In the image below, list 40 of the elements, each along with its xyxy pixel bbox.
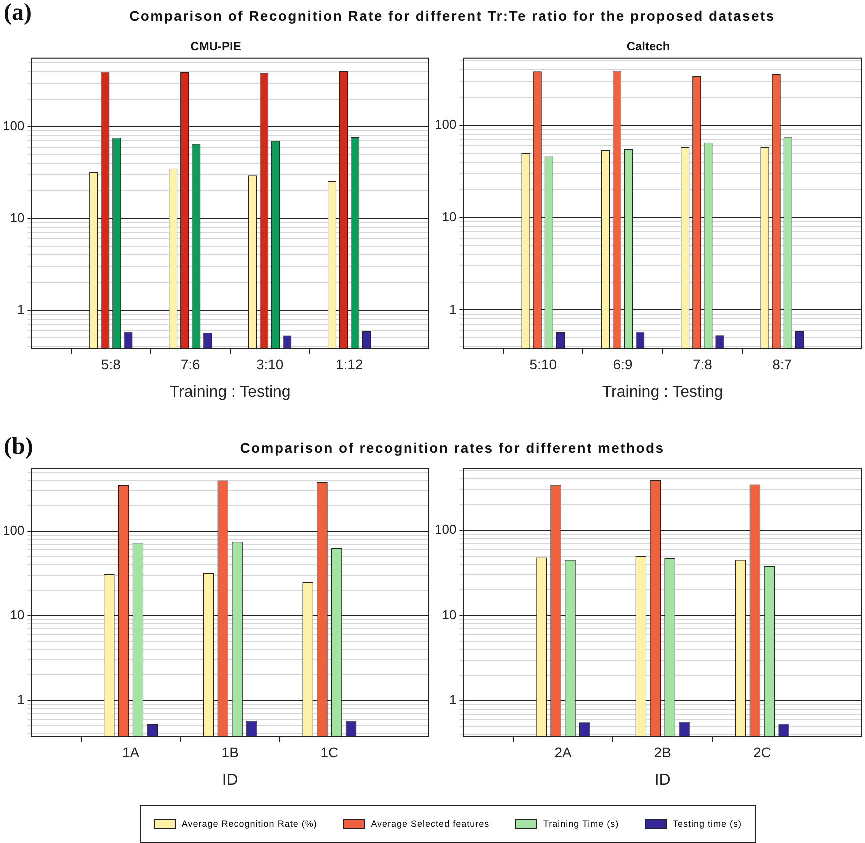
x-tick-label: 1B xyxy=(222,744,239,760)
x-tick-label: 7:6 xyxy=(180,356,201,372)
x-tick-label: 1C xyxy=(320,744,339,760)
x-tick-label: 1:12 xyxy=(336,356,364,372)
x-tick-label: 2C xyxy=(753,744,772,760)
y-tick-label: 1 xyxy=(449,692,457,708)
text: (a) xyxy=(4,0,32,27)
y-tick-label: 1 xyxy=(17,692,25,708)
x-tick-label: 1A xyxy=(122,744,140,760)
x-tick-label: 2A xyxy=(554,744,572,760)
y-tick-label: 1 xyxy=(17,302,25,318)
legend-label: Average Recognition Rate (%) xyxy=(182,819,318,829)
y-tick-label: 100 xyxy=(2,523,25,538)
x-axis-title: Training : Testing xyxy=(602,384,724,401)
chart-subtitle: Caltech xyxy=(626,40,670,54)
chart-title: Comparison of Recognition Rate for different Tr:Te ratio for the proposed datasets xyxy=(130,8,776,24)
x-tick-label: 2B xyxy=(654,744,672,760)
y-tick-label: 10 xyxy=(442,607,457,622)
x-tick-label: 5:10 xyxy=(530,356,558,372)
x-axis-title: Training : Testing xyxy=(170,384,291,401)
x-axis-title: ID xyxy=(654,772,671,789)
x-axis-title: ID xyxy=(222,772,238,789)
y-tick-label: 100 xyxy=(434,117,457,132)
x-tick-label: 5:8 xyxy=(101,356,122,372)
y-tick-label: 100 xyxy=(2,118,25,134)
x-tick-label: 7:8 xyxy=(692,356,713,372)
x-tick-label: 6:9 xyxy=(613,356,633,372)
x-tick-label: 8:7 xyxy=(772,356,792,372)
x-tick-label: 3:10 xyxy=(256,356,284,372)
legend-label: Training Time (s) xyxy=(543,819,620,829)
y-tick-label: 10 xyxy=(442,209,457,224)
chart-title: Comparison of recognition rates for different methods xyxy=(240,440,665,456)
y-tick-label: 100 xyxy=(434,522,457,538)
y-tick-label: 1 xyxy=(449,302,457,317)
text: (b) xyxy=(4,434,34,461)
y-tick-label: 10 xyxy=(10,608,25,623)
y-tick-label: 10 xyxy=(10,210,25,226)
legend-label: Average Selected features xyxy=(371,819,490,829)
legend-label: Testing time (s) xyxy=(673,819,742,829)
chart-subtitle: CMU-PIE xyxy=(190,40,242,54)
